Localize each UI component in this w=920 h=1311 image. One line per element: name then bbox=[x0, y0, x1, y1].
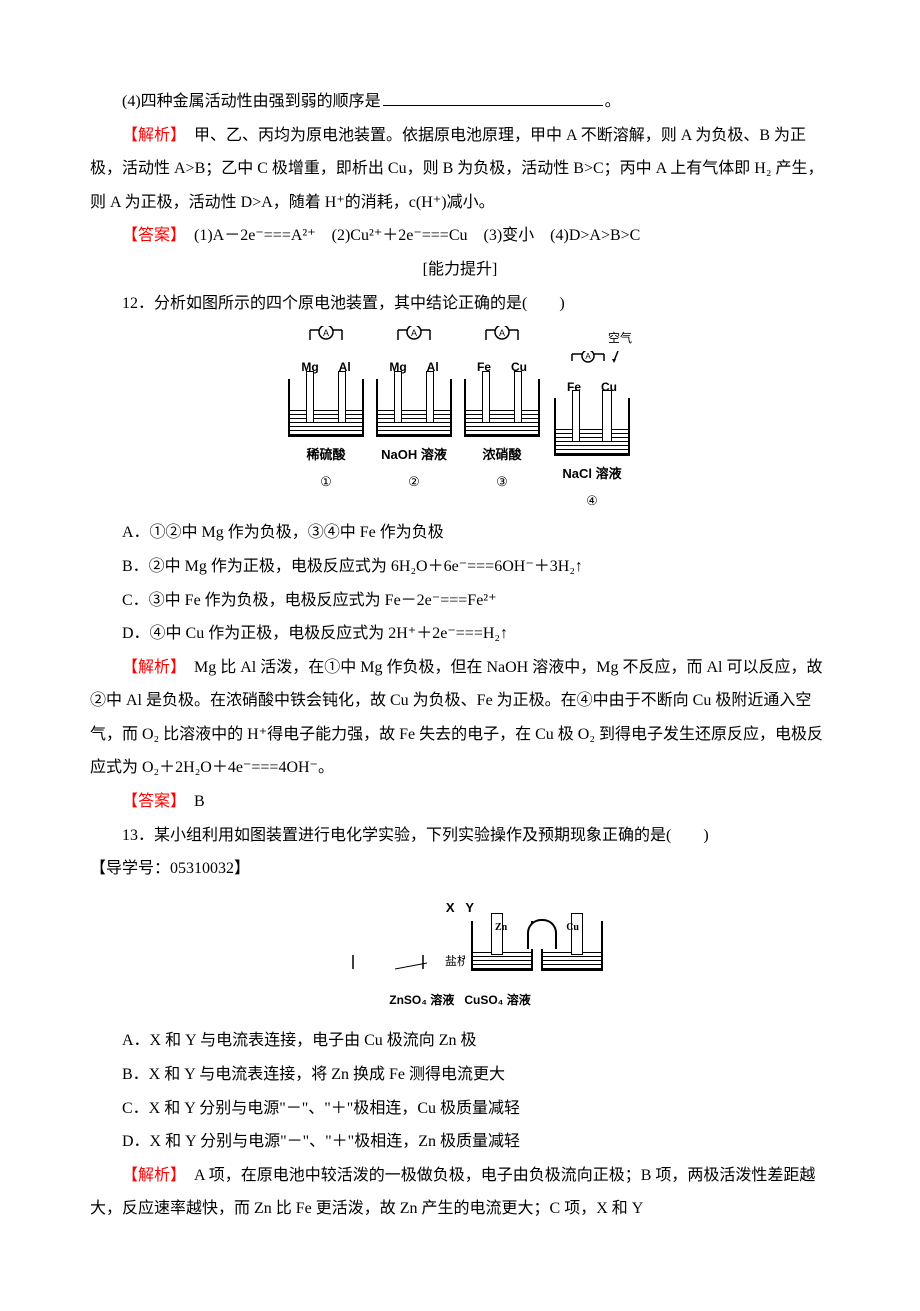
bridge-wires: 盐桥 bbox=[315, 955, 465, 971]
electrode-bar bbox=[482, 371, 490, 423]
electrode-cu-label: Cu bbox=[566, 917, 579, 938]
q12-optC: C．③中 Fe 作为负极，电极反应式为 Fe－2e⁻===Fe²⁺ bbox=[90, 584, 830, 618]
svg-text:A: A bbox=[323, 328, 329, 338]
q13-stem-1: 13．某小组利用如图装置进行电化学实验，下列实验操作及预期现象正确的是( ) bbox=[90, 819, 830, 853]
q13-analysis: 【解析】 A 项，在原电池中较活泼的一极做负极，电子由负极流向正极；B 项，两极… bbox=[90, 1159, 830, 1226]
q12-stem: 12．分析如图所示的四个原电池装置，其中结论正确的是( ) bbox=[90, 287, 830, 321]
q13-optA: A．X 和 Y 与电流表连接，电子由 Cu 极流向 Zn 极 bbox=[90, 1024, 830, 1058]
terminal-x: X bbox=[446, 900, 455, 915]
liquid bbox=[378, 407, 450, 435]
electrode-labels-2: Mg Al bbox=[376, 355, 452, 380]
q12-answer-text: B bbox=[178, 793, 205, 810]
electrode-bar bbox=[602, 390, 612, 442]
num-2: ② bbox=[376, 468, 452, 495]
liquid bbox=[556, 426, 628, 454]
section-header: [能力提升] bbox=[90, 253, 830, 287]
air-label: 空气 bbox=[552, 326, 632, 351]
terminal-y: Y bbox=[465, 900, 474, 915]
q11-analysis-text: 甲、乙、丙均为原电池装置。依据原电池原理，甲中 A 不断溶解，则 A 为负极、B… bbox=[90, 127, 823, 211]
q11-analysis: 【解析】 甲、乙、丙均为原电池装置。依据原电池原理，甲中 A 不断溶解，则 A … bbox=[90, 119, 830, 220]
q13-optD: D．X 和 Y 分别与电源"－"、"＋"极相连，Zn 极质量减轻 bbox=[90, 1125, 830, 1159]
svg-text:A: A bbox=[499, 328, 505, 338]
q13-stem-2: 【导学号：05310032】 bbox=[90, 852, 830, 886]
caption-1: 稀硫酸 bbox=[288, 441, 364, 468]
beaker-3 bbox=[464, 379, 540, 437]
electrode-bar bbox=[338, 371, 346, 423]
fig2-beaker-left: Zn bbox=[471, 921, 533, 971]
beaker-4 bbox=[554, 398, 630, 456]
caption-2: NaOH 溶液 bbox=[376, 441, 452, 468]
q11-answer: 【答案】 (1)A－2e⁻===A²⁺ (2)Cu²⁺＋2e⁻===Cu (3)… bbox=[90, 219, 830, 253]
q12-optD: D．④中 Cu 作为正极，电极反应式为 2H⁺＋2e⁻===H₂↑ bbox=[90, 617, 830, 651]
q13-optB: B．X 和 Y 与电流表连接，将 Zn 换成 Fe 测得电流更大 bbox=[90, 1058, 830, 1092]
beaker-1 bbox=[288, 379, 364, 437]
caption-4: NaCl 溶液 bbox=[552, 460, 632, 487]
cell-2: A Mg Al NaOH 溶液 ② bbox=[376, 326, 452, 495]
q12-optA: A．①②中 Mg 作为负极，③④中 Fe 作为负极 bbox=[90, 516, 830, 550]
q12-analysis: 【解析】 Mg 比 Al 活泼，在①中 Mg 作负极，但在 NaOH 溶液中，M… bbox=[90, 651, 830, 785]
num-4: ④ bbox=[552, 487, 632, 514]
ammeter-icon: A bbox=[378, 326, 450, 344]
num-1: ① bbox=[288, 468, 364, 495]
cell-3: A Fe Cu 浓硝酸 ③ bbox=[464, 326, 540, 495]
salt-bridge bbox=[527, 919, 557, 949]
electrode-zn-label: Zn bbox=[495, 917, 507, 938]
electrode-labels-4: Fe Cu bbox=[552, 375, 632, 400]
cap-right: CuSO₄ 溶液 bbox=[464, 993, 530, 1007]
electrode-labels-1: Mg Al bbox=[288, 355, 364, 380]
analysis-label: 【解析】 bbox=[122, 659, 178, 676]
num-3: ③ bbox=[464, 468, 540, 495]
fig2-top-labels: X Y bbox=[315, 894, 605, 921]
q11-part4: (4)四种金属活动性由强到弱的顺序是 。 bbox=[90, 85, 830, 119]
ammeter-icon: A bbox=[466, 326, 538, 344]
cell-4: 空气 A Fe Cu NaCl 溶液 ④ bbox=[552, 326, 632, 514]
q13-analysis-text: A 项，在原电池中较活泼的一极做负极，电子由负极流向正极；B 项，两极活泼性差距… bbox=[90, 1167, 815, 1218]
electrode-bar bbox=[572, 390, 580, 442]
liquid bbox=[466, 407, 538, 435]
q13-optC: C．X 和 Y 分别与电源"－"、"＋"极相连，Cu 极质量减轻 bbox=[90, 1092, 830, 1126]
cell-1: A Mg Al 稀硫酸 ① bbox=[288, 326, 364, 495]
q11-part4-suffix: 。 bbox=[605, 93, 621, 110]
electrode-bar bbox=[426, 371, 434, 423]
svg-text:A: A bbox=[585, 352, 591, 361]
q11-answer-text: (1)A－2e⁻===A²⁺ (2)Cu²⁺＋2e⁻===Cu (3)变小 (4… bbox=[178, 227, 640, 244]
answer-label: 【答案】 bbox=[122, 227, 178, 244]
bridge-label-text: 盐桥 bbox=[445, 955, 465, 968]
ammeter-icon: A bbox=[290, 326, 362, 344]
q12-analysis-text: Mg 比 Al 活泼，在①中 Mg 作负极，但在 NaOH 溶液中，Mg 不反应… bbox=[90, 659, 823, 777]
liquid bbox=[290, 407, 362, 435]
electrode-bar bbox=[514, 371, 522, 423]
q13-diagram: X Y 盐桥 Zn Cu ZnSO₄ 溶液 CuSO₄ 溶液 bbox=[90, 894, 830, 1016]
q12-diagram: A Mg Al 稀硫酸 ① A Mg Al NaOH 溶液 ② A Fe Cu … bbox=[90, 326, 830, 514]
q12-optB: B．②中 Mg 作为正极，电极反应式为 6H₂O＋6e⁻===6OH⁻＋3H₂↑ bbox=[90, 550, 830, 584]
svg-text:A: A bbox=[411, 328, 417, 338]
electrode-labels-3: Fe Cu bbox=[464, 355, 540, 380]
electrode-bar bbox=[394, 371, 402, 423]
q12-answer: 【答案】 B bbox=[90, 785, 830, 819]
analysis-label: 【解析】 bbox=[122, 127, 178, 144]
caption-3: 浓硝酸 bbox=[464, 441, 540, 468]
blank-line bbox=[383, 89, 603, 106]
q11-part4-text: (4)四种金属活动性由强到弱的顺序是 bbox=[122, 93, 381, 110]
fig2-captions: ZnSO₄ 溶液 CuSO₄ 溶液 bbox=[315, 988, 605, 1013]
beaker-2 bbox=[376, 379, 452, 437]
cap-left: ZnSO₄ 溶液 bbox=[389, 993, 454, 1007]
analysis-label: 【解析】 bbox=[122, 1167, 178, 1184]
electrode-bar bbox=[306, 371, 314, 423]
answer-label: 【答案】 bbox=[122, 793, 178, 810]
ammeter-icon: A bbox=[552, 351, 632, 363]
